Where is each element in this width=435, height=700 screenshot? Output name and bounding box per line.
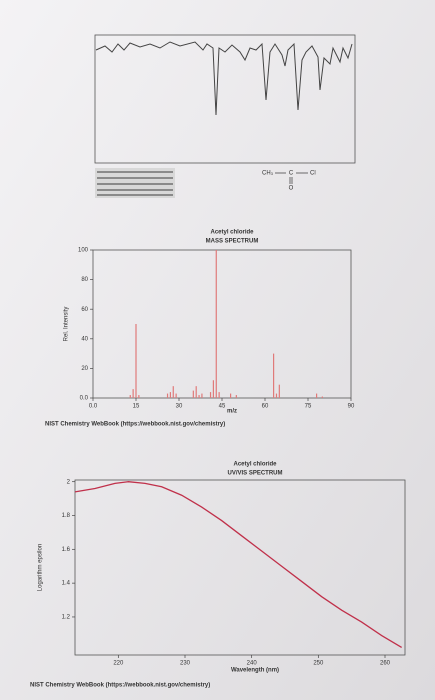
x-tick-label: 75 (305, 404, 312, 410)
x-tick-label: 45 (219, 404, 226, 410)
x-tick-label: 15 (133, 404, 140, 410)
y-tick-label: 2 (67, 479, 71, 485)
x-axis-label: m/z (227, 409, 237, 415)
x-tick-label: 220 (113, 661, 124, 667)
y-tick-label: 40 (81, 336, 88, 342)
y-tick-label: 80 (81, 277, 88, 283)
x-tick-label: 250 (313, 661, 324, 667)
structure-atom: Cl (310, 171, 316, 177)
source: NIST Chemistry WebBook (https://webbook.… (30, 683, 210, 689)
x-tick-label: 60 (262, 404, 269, 410)
spectrum-line (74, 481, 402, 648)
structure-atom: C (289, 171, 294, 177)
x-axis-label: Wavelength (nm) (231, 668, 279, 674)
x-tick-label: 0.0 (89, 404, 98, 410)
y-tick-label: 1.4 (62, 581, 71, 587)
ir-trace (95, 41, 353, 116)
ir-table (95, 168, 175, 198)
y-tick-label: 20 (81, 366, 88, 372)
plot-frame (74, 479, 406, 656)
x-tick-label: 90 (348, 404, 355, 410)
x-tick-label: 230 (180, 661, 191, 667)
chart-subtitle: MASS SPECTRUM (206, 239, 259, 245)
structure: CH₃ C Cl O (262, 171, 316, 192)
chart-subtitle: UV/VIS SPECTRUM (227, 471, 282, 477)
chart-title: Acetyl chloride (233, 462, 277, 468)
structure-atom: O (289, 186, 294, 192)
ir-frame (94, 34, 356, 164)
y-tick-label: 1.6 (62, 547, 71, 553)
source: NIST Chemistry WebBook (https://webbook.… (45, 422, 225, 428)
x-tick-label: 240 (247, 661, 258, 667)
y-tick-label: 0.0 (80, 396, 89, 402)
chart-title: Acetyl chloride (210, 230, 254, 236)
y-tick-label: 60 (81, 307, 88, 313)
y-tick-label: 1.2 (62, 615, 71, 621)
y-tick-label: 100 (78, 248, 89, 254)
y-axis-label: Logarithm epsilon (38, 544, 44, 591)
x-tick-label: 30 (176, 404, 183, 410)
y-tick-label: 1.8 (62, 513, 71, 519)
structure-atom: CH₃ (262, 171, 274, 177)
y-axis-label: Rel. Intensity (64, 307, 70, 342)
x-tick-label: 260 (380, 661, 391, 667)
